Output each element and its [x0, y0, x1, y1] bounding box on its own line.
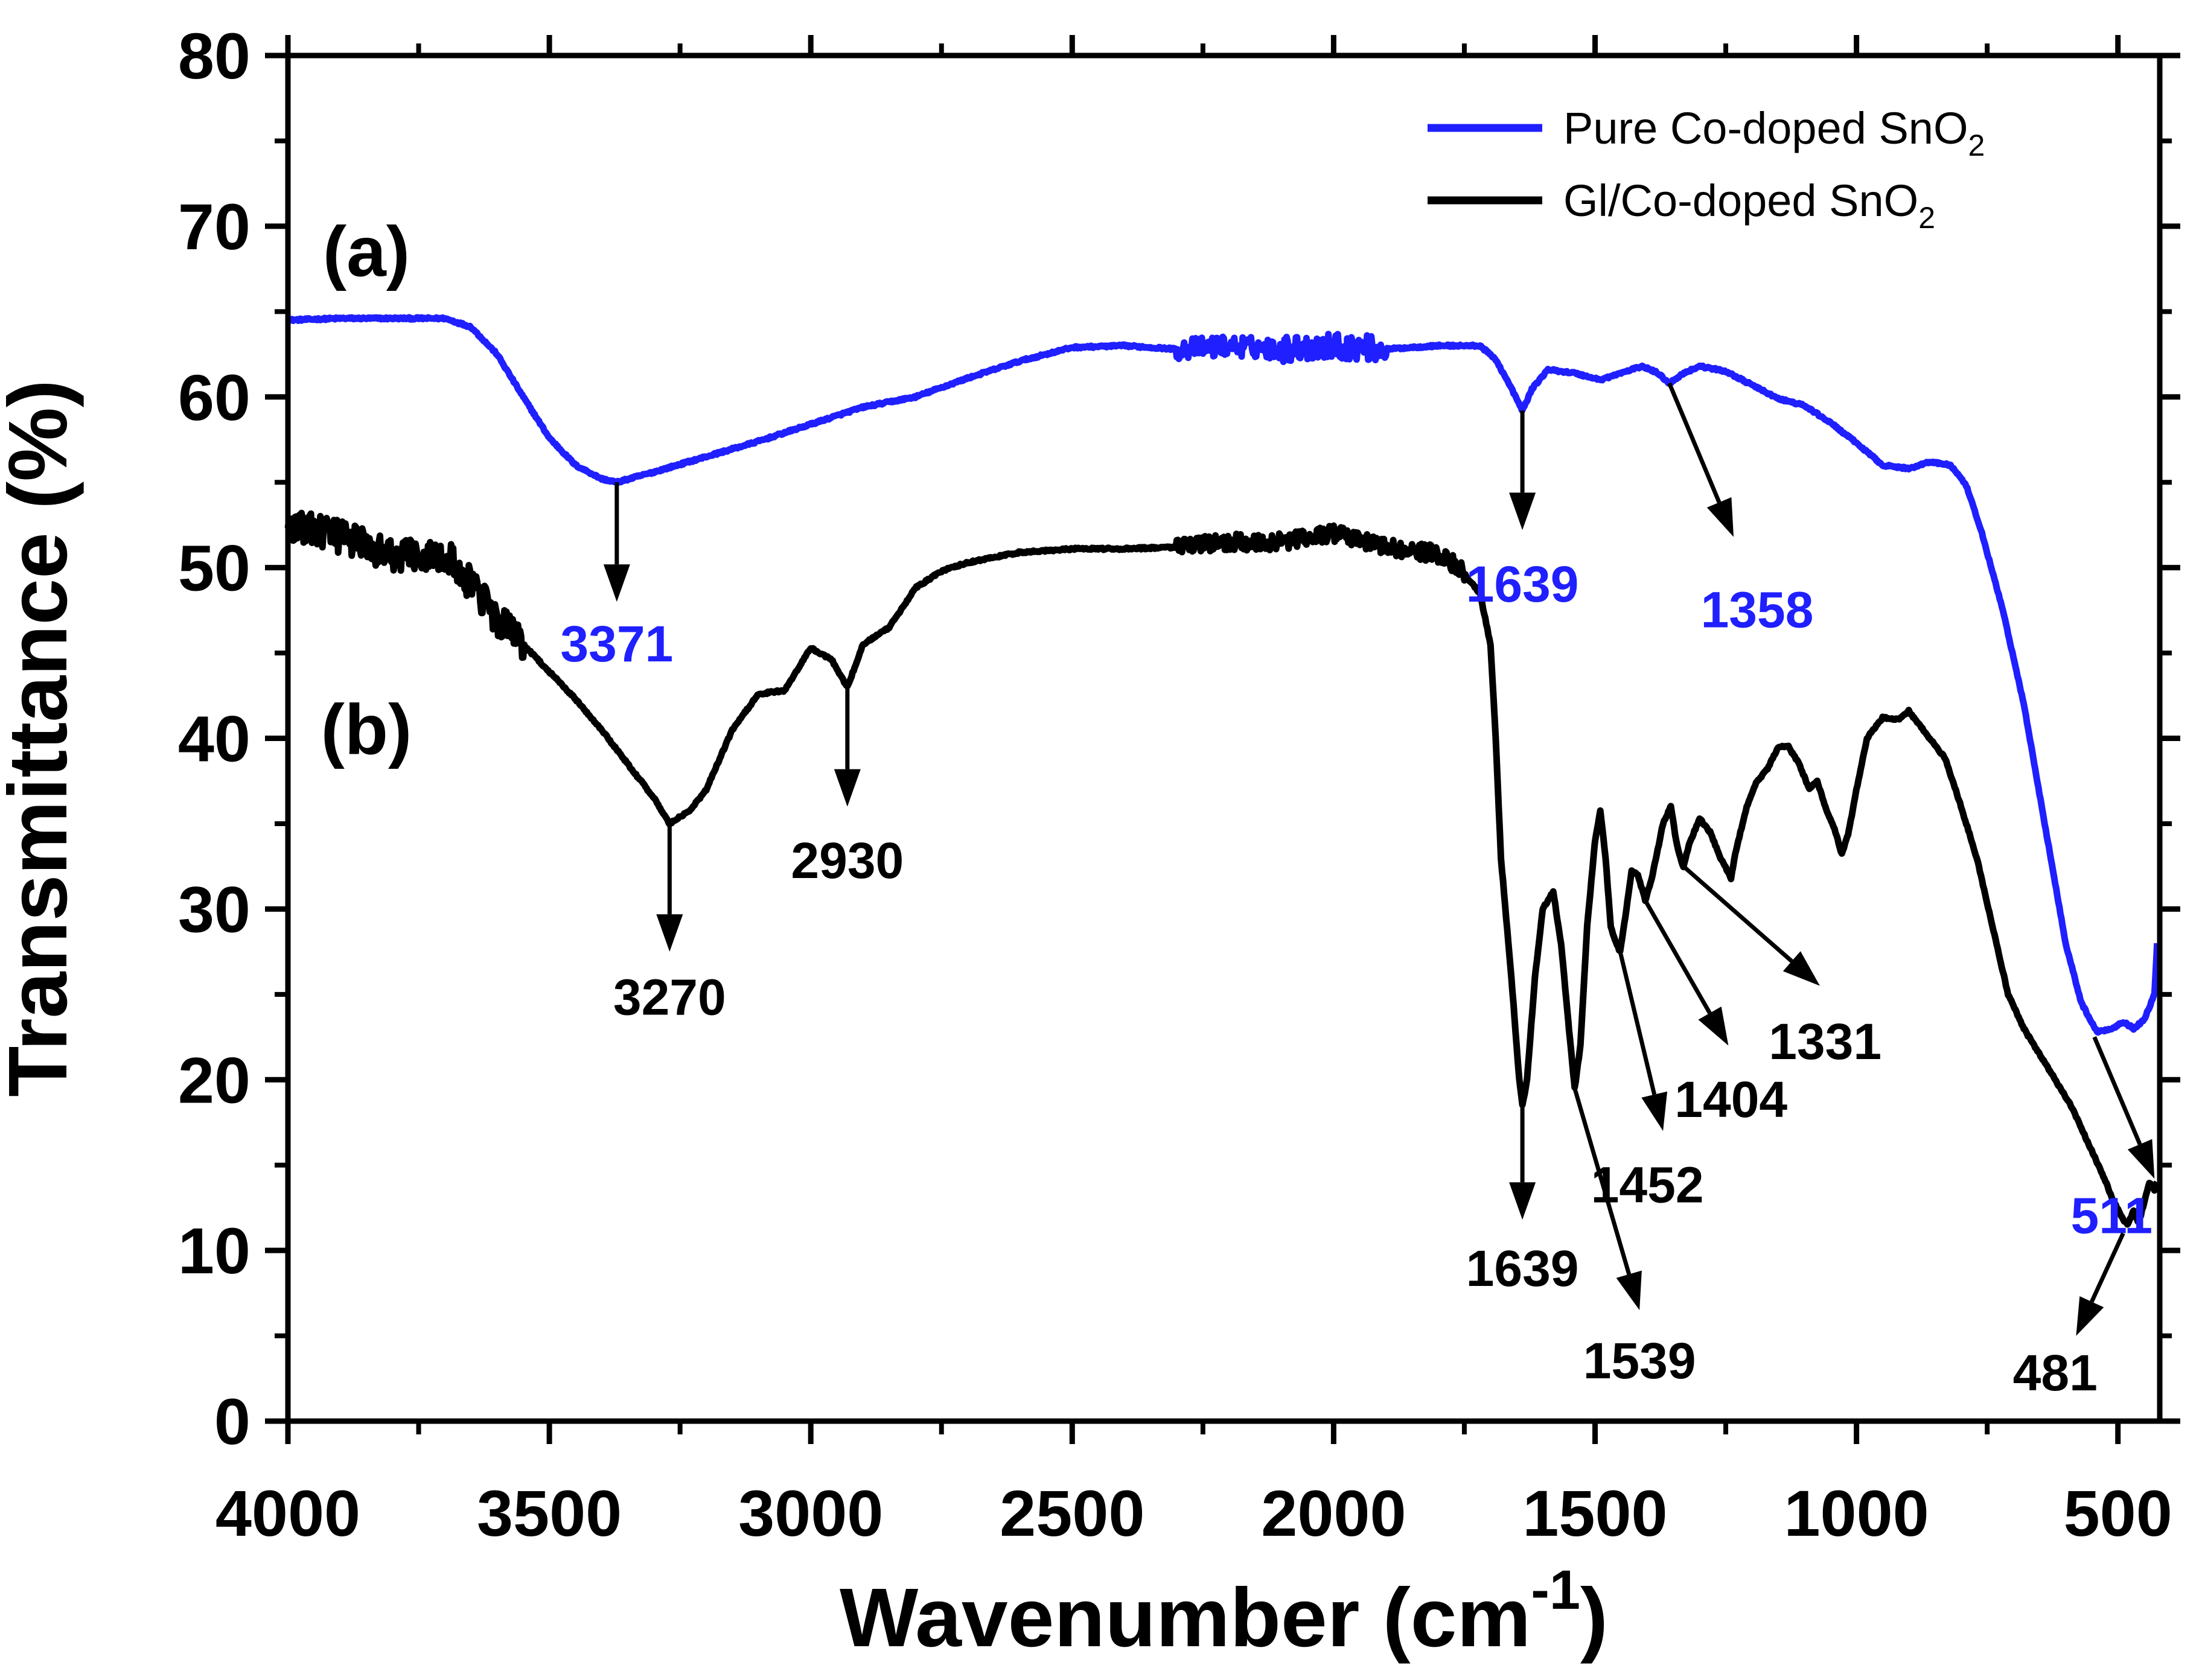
- x-tick-label: 500: [2064, 1477, 2172, 1550]
- plot-frame: [285, 52, 2163, 1424]
- series-line: [284, 509, 2160, 1228]
- annotation-label: 481: [2013, 1344, 2098, 1401]
- annotation-arrowhead: [1782, 951, 1820, 986]
- annotation-arrowhead: [1509, 1182, 1536, 1220]
- annotation-label: 511: [2071, 1188, 2153, 1244]
- annotation-arrowhead: [1698, 1006, 1729, 1046]
- annotation-label: 1539: [1583, 1332, 1696, 1389]
- annotation-arrowhead: [1509, 492, 1536, 530]
- x-tick-label: 1000: [1784, 1477, 1929, 1550]
- annotation-arrowhead: [656, 914, 683, 952]
- annotation-arrowhead: [1641, 1091, 1668, 1131]
- x-axis-title-main: Wavenumber (cm: [840, 1571, 1531, 1664]
- x-axis-title: Wavenumber (cm-1): [840, 1559, 1608, 1664]
- y-tick-label: 20: [178, 1043, 251, 1116]
- y-tick-label: 0: [214, 1385, 251, 1458]
- y-tick-label: 10: [178, 1214, 251, 1287]
- series-line: [286, 314, 2161, 1036]
- annotation-arrowhead: [834, 769, 861, 807]
- annotation-label: 3270: [613, 969, 726, 1025]
- annotation-label: 1452: [1591, 1157, 1704, 1214]
- axis-ticks: [265, 35, 2180, 1444]
- y-tick-label: 70: [178, 190, 251, 263]
- annotation-arrowhead: [2076, 1296, 2104, 1336]
- annotation-arrow: [1682, 865, 1793, 963]
- y-tick-label: 50: [178, 532, 251, 605]
- annotation-arrow: [1572, 1087, 1632, 1275]
- legend-label-sub: 2: [1968, 129, 1985, 162]
- annotation-arrow: [2092, 1036, 2142, 1145]
- annotation-arrow: [2090, 1232, 2125, 1303]
- panel-labels: (a) (b): [321, 212, 412, 769]
- annotation-label: 3371: [560, 616, 673, 672]
- annotation-label: 1331: [1769, 1013, 1881, 1070]
- annotation-label: 1639: [1466, 556, 1579, 612]
- x-axis-title-tail: ): [1580, 1571, 1608, 1664]
- legend-label-main: Pure Co-doped SnO: [1563, 103, 1968, 153]
- y-axis-title: Transmittance (%): [0, 380, 85, 1097]
- annotation-arrow: [1643, 899, 1712, 1014]
- tick-labels: 4000 3500 3000 2500 2000 1500 1000 500 0 10 20 30 40…: [178, 19, 2172, 1550]
- y-tick-label: 30: [178, 873, 251, 946]
- panel-label: (a): [323, 212, 410, 291]
- annotation-arrow: [1667, 382, 1722, 503]
- legend-label-main: Gl/Co-doped SnO: [1563, 176, 1918, 226]
- x-tick-label: 3500: [477, 1477, 622, 1550]
- legend-label: Pure Co-doped SnO2: [1563, 103, 1985, 162]
- y-tick-label: 80: [178, 19, 251, 92]
- x-tick-label: 2000: [1261, 1477, 1406, 1550]
- y-tick-label: 60: [178, 361, 251, 434]
- annotation-arrowhead: [2127, 1139, 2155, 1179]
- x-tick-label: 1500: [1522, 1477, 1667, 1550]
- annotation-arrow: [1618, 951, 1657, 1095]
- x-axis-title-sup: -1: [1531, 1559, 1580, 1621]
- annotation-label: 2930: [791, 832, 904, 889]
- panel-label: (b): [321, 690, 412, 769]
- annotation-label: 1404: [1674, 1071, 1787, 1128]
- x-tick-label: 4000: [215, 1477, 360, 1550]
- y-tick-label: 40: [178, 702, 251, 775]
- annotation-arrowhead: [603, 564, 630, 602]
- annotation-arrowhead: [1706, 497, 1734, 537]
- legend-label-sub: 2: [1918, 201, 1935, 235]
- series-lines: [284, 314, 2161, 1228]
- x-tick-label: 3000: [738, 1477, 883, 1550]
- x-tick-label: 2500: [1000, 1477, 1144, 1550]
- annotation-arrowhead: [1616, 1270, 1642, 1311]
- annotation-label: 1358: [1701, 581, 1814, 638]
- annotation-label: 1639: [1466, 1240, 1579, 1297]
- legend-label: Gl/Co-doped SnO2: [1563, 176, 1935, 235]
